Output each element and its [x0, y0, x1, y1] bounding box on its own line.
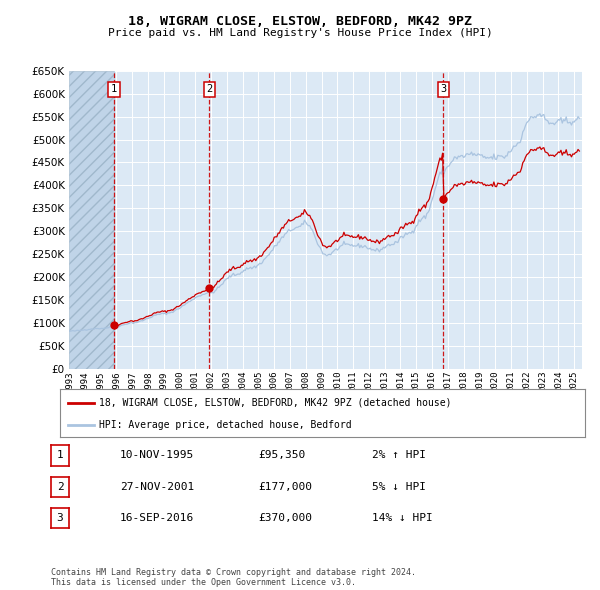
Text: HPI: Average price, detached house, Bedford: HPI: Average price, detached house, Bedf…: [100, 420, 352, 430]
Text: 16-SEP-2016: 16-SEP-2016: [120, 513, 194, 523]
Text: 2% ↑ HPI: 2% ↑ HPI: [372, 451, 426, 460]
Text: £370,000: £370,000: [258, 513, 312, 523]
Text: Contains HM Land Registry data © Crown copyright and database right 2024.
This d: Contains HM Land Registry data © Crown c…: [51, 568, 416, 587]
Text: 2: 2: [56, 482, 64, 491]
Text: 18, WIGRAM CLOSE, ELSTOW, BEDFORD, MK42 9PZ: 18, WIGRAM CLOSE, ELSTOW, BEDFORD, MK42 …: [128, 15, 472, 28]
Text: 3: 3: [440, 84, 446, 94]
Text: 5% ↓ HPI: 5% ↓ HPI: [372, 482, 426, 491]
Text: 10-NOV-1995: 10-NOV-1995: [120, 451, 194, 460]
Text: 18, WIGRAM CLOSE, ELSTOW, BEDFORD, MK42 9PZ (detached house): 18, WIGRAM CLOSE, ELSTOW, BEDFORD, MK42 …: [100, 398, 452, 408]
Text: 1: 1: [111, 84, 117, 94]
Text: 2: 2: [206, 84, 212, 94]
Text: £177,000: £177,000: [258, 482, 312, 491]
Text: Price paid vs. HM Land Registry's House Price Index (HPI): Price paid vs. HM Land Registry's House …: [107, 28, 493, 38]
Bar: [69, 71, 114, 369]
Text: 1: 1: [56, 451, 64, 460]
Text: 27-NOV-2001: 27-NOV-2001: [120, 482, 194, 491]
Text: £95,350: £95,350: [258, 451, 305, 460]
Text: 14% ↓ HPI: 14% ↓ HPI: [372, 513, 433, 523]
Text: 3: 3: [56, 513, 64, 523]
